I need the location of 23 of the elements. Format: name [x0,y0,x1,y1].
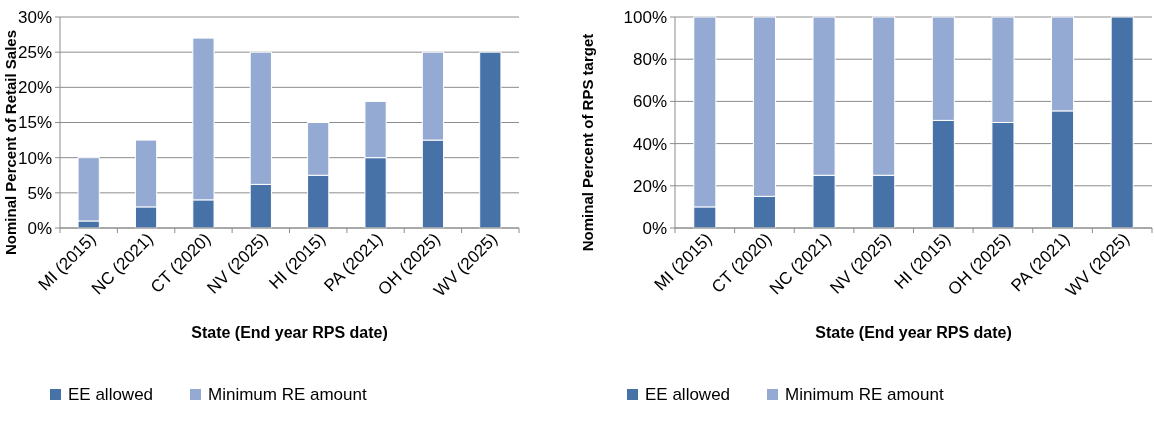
y-tick-label: 80% [632,50,667,70]
y-tick-label: 20% [17,78,52,98]
y-tick-label: 20% [632,176,667,196]
y-tick-label: 0% [642,218,667,238]
y-tick-label: 40% [632,134,667,154]
legend-label: Minimum RE amount [208,385,367,404]
bar [479,51,502,229]
x-axis-title: State (End year RPS date) [191,324,388,341]
y-axis-title: Nominal Percent of RPS target [579,33,596,252]
y-tick-label: 0% [27,218,52,238]
bar [1110,16,1134,229]
legend-label: EE allowed [68,385,154,404]
legend-label: Minimum RE amount [785,385,944,404]
y-tick-label: 25% [17,43,52,63]
x-axis-title: State (End year RPS date) [815,324,1012,341]
y-axis-title: Nominal Percent of Retail Sales [2,29,19,256]
y-tick-label: 5% [27,183,52,203]
legend-label: EE allowed [645,385,731,404]
y-tick-label: 30% [17,7,52,27]
y-tick-label: 15% [17,113,52,133]
y-tick-label: 100% [623,7,667,27]
y-tick-label: 10% [17,148,52,168]
y-tick-label: 60% [632,92,667,112]
